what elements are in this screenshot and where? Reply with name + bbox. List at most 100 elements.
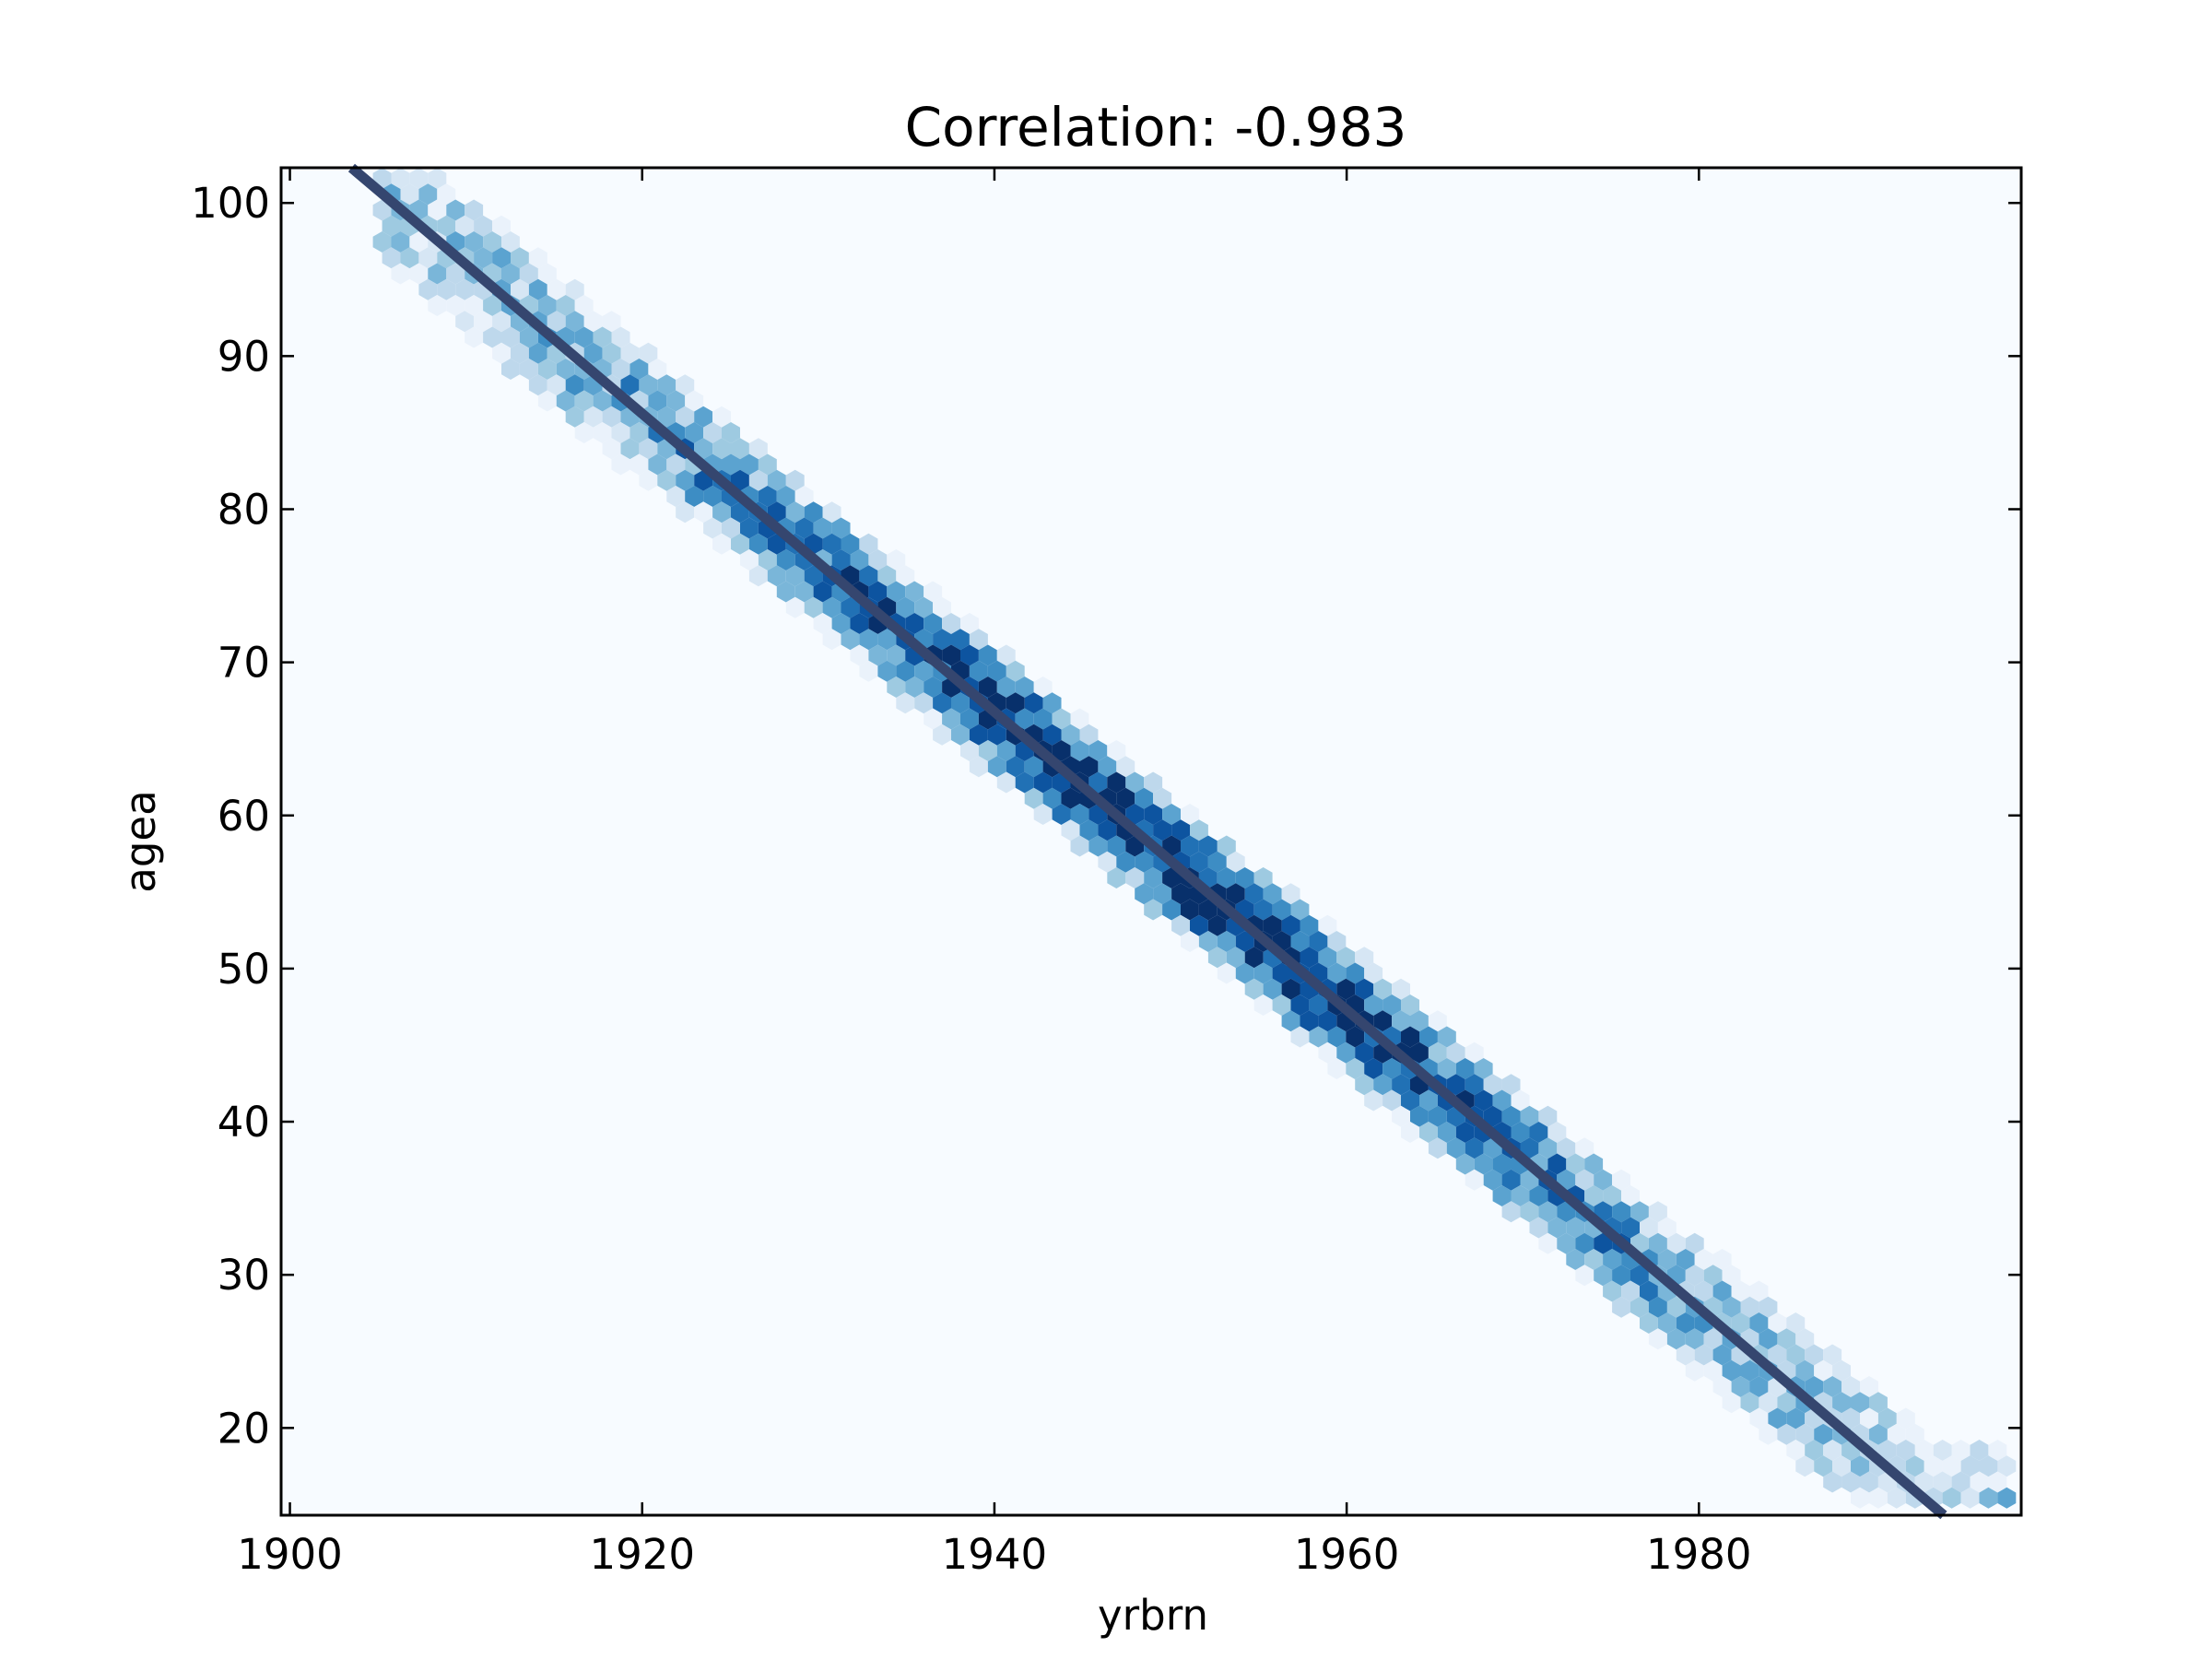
hex-cell (1501, 1201, 1521, 1223)
hex-cell (611, 422, 630, 443)
hex-cell (657, 374, 677, 396)
hex-cell (978, 740, 997, 761)
hex-cell (446, 295, 465, 316)
hex-cell (767, 533, 786, 555)
hex-cell (1171, 883, 1190, 905)
hex-cell (1547, 1217, 1567, 1239)
hex-cell (1520, 1137, 1539, 1159)
hex-cell (1621, 1185, 1640, 1206)
hex-cell (1272, 962, 1291, 984)
hex-cell (446, 199, 465, 221)
hex-cell (1860, 1407, 1878, 1430)
hex-cell (1575, 1169, 1594, 1191)
hex-cell (1382, 1089, 1401, 1112)
hex-cell (850, 644, 869, 666)
hex-cell (1805, 1376, 1824, 1397)
hex-cell (1033, 677, 1053, 698)
hex-cell (1088, 835, 1108, 857)
hex-cell (1851, 1392, 1869, 1414)
hex-cell (1465, 1074, 1484, 1096)
hex-cell (987, 660, 1006, 682)
hex-cell (1575, 1232, 1594, 1254)
hex-cell (1823, 1471, 1842, 1493)
hex-cell (1217, 962, 1236, 984)
hex-cell (841, 629, 860, 651)
hex-cell (1364, 994, 1383, 1016)
hex-cell (501, 231, 520, 253)
hex-cell (1346, 1058, 1365, 1079)
hex-cell (1253, 962, 1273, 984)
hex-cell (1327, 962, 1347, 984)
hex-cell (1226, 947, 1245, 969)
hex-cell (1621, 1280, 1640, 1302)
hex-cell (620, 438, 640, 460)
hex-cell (748, 565, 768, 587)
hex-cell (1584, 1249, 1604, 1270)
hex-cell (1309, 931, 1328, 952)
hex-cell (1088, 740, 1108, 761)
hex-cell (574, 390, 594, 412)
hex-cell (1355, 1074, 1374, 1096)
hex-cell (602, 311, 621, 333)
hex-cell (1997, 1487, 2017, 1509)
hex-cell (1869, 1392, 1888, 1414)
hex-cell (483, 326, 501, 348)
hex-cell (1712, 1344, 1732, 1366)
hex-cell (1181, 899, 1199, 921)
hex-cell (1676, 1249, 1695, 1270)
hex-cell (1088, 771, 1108, 794)
hex-cell (1162, 899, 1181, 921)
hex-cell (1979, 1455, 1998, 1477)
hex-cell (1300, 914, 1319, 936)
hex-cell (428, 295, 447, 316)
hex-cell (1960, 1487, 1980, 1509)
hex-cell (565, 311, 584, 333)
hex-cell (776, 486, 795, 507)
hex-cell (1970, 1471, 1989, 1493)
hex-cell (1327, 1026, 1347, 1048)
hex-cell (501, 326, 520, 348)
hex-cell (511, 247, 529, 269)
hex-cell (1474, 1058, 1493, 1079)
hex-cell (1988, 1440, 2007, 1461)
hex-cell (1640, 1312, 1658, 1334)
hex-cell (583, 406, 603, 428)
hex-cell (1410, 1105, 1429, 1127)
hex-cell (528, 247, 547, 269)
hex-cell (1538, 1137, 1558, 1159)
hex-cell (942, 613, 960, 634)
hex-cell (1712, 1280, 1732, 1302)
hex-cell (1594, 1232, 1613, 1254)
hex-cell (1042, 787, 1062, 809)
hex-cell (1235, 962, 1254, 984)
hex-cell (1190, 819, 1208, 841)
hex-cell (703, 422, 722, 443)
hex-cell (1318, 914, 1337, 936)
hex-cell (372, 199, 392, 221)
hex-cell (758, 549, 777, 571)
hex-cell (1685, 1328, 1704, 1350)
hex-cell (1694, 1344, 1713, 1366)
hex-cell (1648, 1328, 1667, 1350)
hex-cell (1694, 1249, 1713, 1270)
hex-cell (914, 596, 934, 618)
hex-cell (794, 517, 814, 539)
hex-cell (657, 469, 677, 491)
hex-cell (1125, 867, 1145, 888)
hex-cell (556, 295, 575, 316)
hex-cell (391, 168, 410, 189)
hex-cell (1970, 1440, 1989, 1461)
hex-cell (1740, 1392, 1759, 1414)
hex-cell (1116, 756, 1135, 778)
hex-cell (1666, 1328, 1686, 1350)
hex-cell (639, 469, 658, 491)
hex-cell (1364, 1058, 1383, 1079)
hex-cell (602, 438, 621, 460)
y-tick-label: 70 (218, 639, 270, 688)
hex-cell (1988, 1471, 2007, 1493)
hex-cell (1823, 1376, 1842, 1397)
hex-cell (1198, 835, 1218, 857)
hex-cell (896, 565, 915, 587)
hex-cell (1098, 756, 1117, 778)
